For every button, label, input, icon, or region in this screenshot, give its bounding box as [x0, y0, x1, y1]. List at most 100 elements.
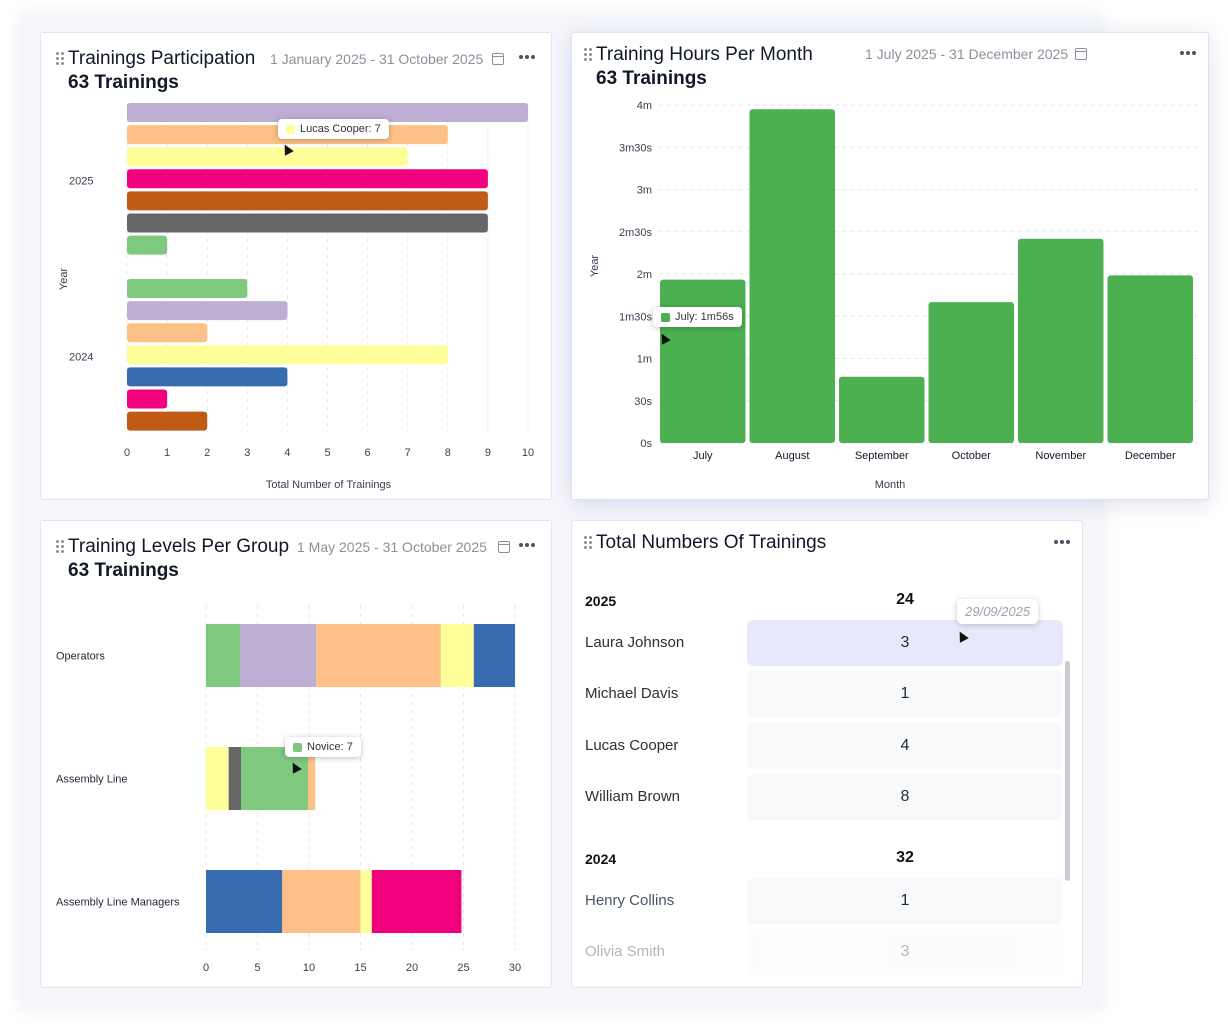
bar	[127, 169, 488, 189]
trainings-count: 63 Trainings	[68, 72, 179, 93]
bar	[127, 301, 288, 321]
bar-segment	[473, 624, 515, 687]
tooltip-label: Novice: 7	[307, 741, 353, 753]
drag-handle-icon[interactable]	[56, 52, 65, 65]
tooltip-label: July: 1m56s	[675, 311, 734, 323]
row-name: Henry Collins	[585, 892, 675, 909]
date-range[interactable]: 1 July 2025 - 31 December 2025	[865, 46, 1069, 62]
card-title: Trainings Participation	[68, 48, 256, 69]
y-tick-label: 2025	[69, 175, 93, 187]
drag-handle-icon[interactable]	[584, 48, 593, 61]
bar	[1018, 238, 1104, 443]
x-tick-label: 2	[204, 447, 210, 459]
x-tick-label: 3	[244, 447, 250, 459]
table-row[interactable]: Henry Collins 1	[585, 878, 1065, 924]
training-levels-card: Training Levels Per Group 1 May 2025 - 3…	[40, 520, 552, 988]
bar	[127, 411, 208, 431]
more-options-icon[interactable]	[519, 543, 537, 549]
training-levels-chart: 0 5 10 15 20 25 30 Operators Assembly Line Assemb…	[56, 605, 521, 974]
row-value[interactable]: 1	[747, 671, 1063, 717]
bar	[127, 235, 168, 255]
x-tick-label: 10	[522, 447, 534, 459]
bar-segment	[307, 747, 316, 810]
row-value[interactable]: 4	[747, 723, 1063, 769]
x-tick-label: 9	[485, 447, 491, 459]
table-row[interactable]: Olivia Smith 3	[585, 929, 1065, 975]
y-tick-label: 30s	[634, 396, 652, 408]
x-tick-label: 1	[164, 447, 170, 459]
x-axis-label: Total Number of Trainings	[266, 479, 392, 491]
bar	[127, 103, 528, 122]
bar	[928, 302, 1014, 443]
x-tick-label: December	[1125, 450, 1176, 462]
table-row[interactable]: Michael Davis 1	[585, 671, 1065, 717]
bar	[127, 323, 208, 343]
bar	[127, 213, 488, 233]
y-tick-label: 2m	[637, 269, 652, 281]
x-tick-label: November	[1035, 450, 1086, 462]
drag-handle-icon[interactable]	[584, 536, 593, 549]
chart-tooltip: July: 1m56s	[653, 307, 742, 327]
tooltip-label: Lucas Cooper: 7	[300, 123, 381, 135]
row-name: Lucas Cooper	[585, 737, 679, 754]
x-tick-label: 30	[509, 962, 521, 974]
bar-segment	[206, 747, 229, 810]
bar	[127, 191, 488, 211]
x-tick-label: 8	[445, 447, 451, 459]
bar-segment	[239, 624, 317, 687]
table-row[interactable]: Lucas Cooper 4	[585, 723, 1065, 769]
bar-segment	[282, 870, 361, 933]
more-options-icon[interactable]	[519, 55, 537, 61]
date-range[interactable]: 1 January 2025 - 31 October 2025	[270, 51, 484, 67]
table-row[interactable]: Laura Johnson 3	[585, 620, 1065, 666]
y-tick-label: 4m	[637, 100, 652, 112]
x-tick-label: 25	[457, 962, 469, 974]
table-group-header: 2025 24	[585, 579, 1065, 623]
calendar-icon[interactable]	[1075, 48, 1087, 60]
more-options-icon[interactable]	[1180, 51, 1198, 57]
y-tick-label: 2m30s	[619, 227, 653, 239]
bar	[839, 376, 925, 443]
y-tick-label: 2024	[69, 351, 93, 363]
bar	[127, 367, 288, 387]
date-range[interactable]: 1 May 2025 - 31 October 2025	[297, 539, 487, 555]
training-hours-card: Training Hours Per Month 1 July 2025 - 3…	[571, 32, 1209, 500]
calendar-icon[interactable]	[498, 541, 510, 553]
trainings-participation-chart: 0 1 2 3 4 5 6 7 8 9 10 2025 2024 Year Total Number of …	[58, 103, 534, 491]
x-tick-label: October	[952, 450, 991, 462]
card-title: Training Hours Per Month	[596, 44, 813, 65]
tooltip-swatch	[286, 125, 295, 134]
x-tick-label: 10	[303, 962, 315, 974]
table-group-header: 2024 32	[585, 837, 1065, 881]
more-options-icon[interactable]	[1054, 540, 1072, 546]
x-tick-label: July	[693, 450, 713, 462]
y-tick-label: Assembly Line	[56, 774, 128, 786]
x-tick-label: 0	[124, 447, 130, 459]
table-row[interactable]: William Brown 8	[585, 774, 1065, 820]
total-trainings-card: Total Numbers Of Trainings 2025 24 Laura…	[571, 520, 1083, 988]
trainings-count: 63 Trainings	[68, 560, 179, 581]
y-tick-label: 1m	[637, 354, 652, 366]
training-hours-chart: 0s 30s 1m 1m30s 2m 2m30s 3m 3m30s 4m July August Se…	[589, 100, 1198, 491]
trainings-count: 63 Trainings	[596, 68, 707, 89]
y-axis-label: Year	[58, 268, 70, 291]
card-title: Training Levels Per Group	[68, 536, 290, 557]
bar-segment	[360, 870, 372, 933]
row-value[interactable]: 3	[747, 620, 1063, 666]
x-axis-label: Month	[875, 479, 906, 491]
row-value[interactable]: 1	[747, 878, 1063, 924]
bar	[127, 147, 408, 167]
row-name: William Brown	[585, 788, 681, 805]
row-value[interactable]: 8	[747, 774, 1063, 820]
bar-segment	[206, 624, 240, 687]
bar-segment	[440, 624, 474, 687]
drag-handle-icon[interactable]	[56, 540, 65, 553]
x-tick-label: 20	[406, 962, 418, 974]
x-tick-label: 6	[365, 447, 371, 459]
row-value[interactable]: 3	[747, 929, 1063, 975]
x-tick-label: 0	[203, 962, 209, 974]
x-tick-label: 7	[405, 447, 411, 459]
scrollbar[interactable]	[1065, 661, 1070, 881]
chart-tooltip: Novice: 7	[285, 737, 361, 757]
calendar-icon[interactable]	[492, 53, 504, 65]
